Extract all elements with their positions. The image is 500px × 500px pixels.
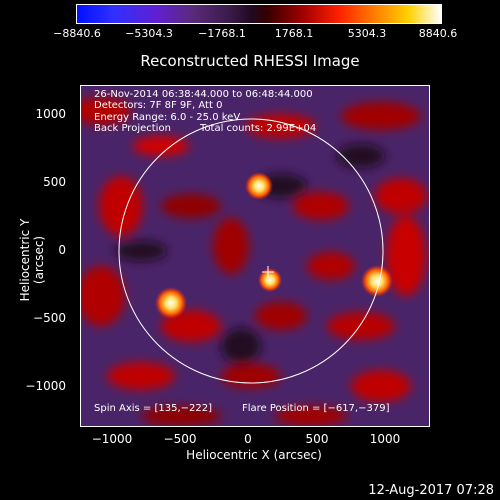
colorbar [76, 4, 442, 24]
x-axis-label: Heliocentric X (arcsec) [186, 448, 322, 462]
x-tick: 0 [244, 432, 252, 446]
colorbar-tick: −5304.3 [125, 27, 173, 40]
y-axis-label: Heliocentric Y (arcsec) [18, 218, 46, 302]
time-range-label: 26-Nov-2014 06:38:44.000 to 06:48:44.000 [94, 89, 313, 100]
detectors-label: Detectors: 7F 8F 9F, Att 0 [94, 100, 223, 111]
x-tick: −500 [163, 432, 197, 446]
solar-limb-circle [118, 118, 384, 384]
spin-axis-label: Spin Axis = [135,−222] [94, 403, 213, 414]
plot-title: Reconstructed RHESSI Image [140, 52, 360, 70]
y-tick: −1000 [25, 379, 66, 393]
colorbar-tick: −1768.1 [198, 27, 246, 40]
rhessi-image-plot[interactable] [80, 85, 430, 427]
x-tick: −1000 [91, 432, 133, 446]
x-tick: 1000 [369, 432, 401, 446]
y-tick: 0 [58, 243, 66, 257]
image-blobs [81, 97, 427, 426]
rhessi-image [81, 86, 429, 426]
x-tick: 500 [305, 432, 329, 446]
y-tick: 1000 [35, 107, 66, 121]
method-label: Back Projection [94, 123, 171, 134]
flare-sources [155, 172, 393, 319]
y-tick: −500 [33, 311, 66, 325]
colorbar-tick: 8840.6 [418, 27, 458, 40]
energy-range-label: Energy Range: 6.0 - 25.0 keV [94, 112, 241, 123]
y-tick: 500 [43, 175, 66, 189]
spin-axis-marker [262, 266, 274, 278]
colorbar-tick: 1768.1 [274, 27, 314, 40]
colorbar-tick: 5304.3 [347, 27, 387, 40]
colorbar-tick: −8840.6 [53, 27, 101, 40]
render-timestamp: 12-Aug-2017 07:28 [368, 483, 494, 498]
flare-position-label: Flare Position = [−617,−379] [242, 403, 390, 414]
total-counts-label: Total counts: 2.99E+04 [200, 123, 317, 134]
